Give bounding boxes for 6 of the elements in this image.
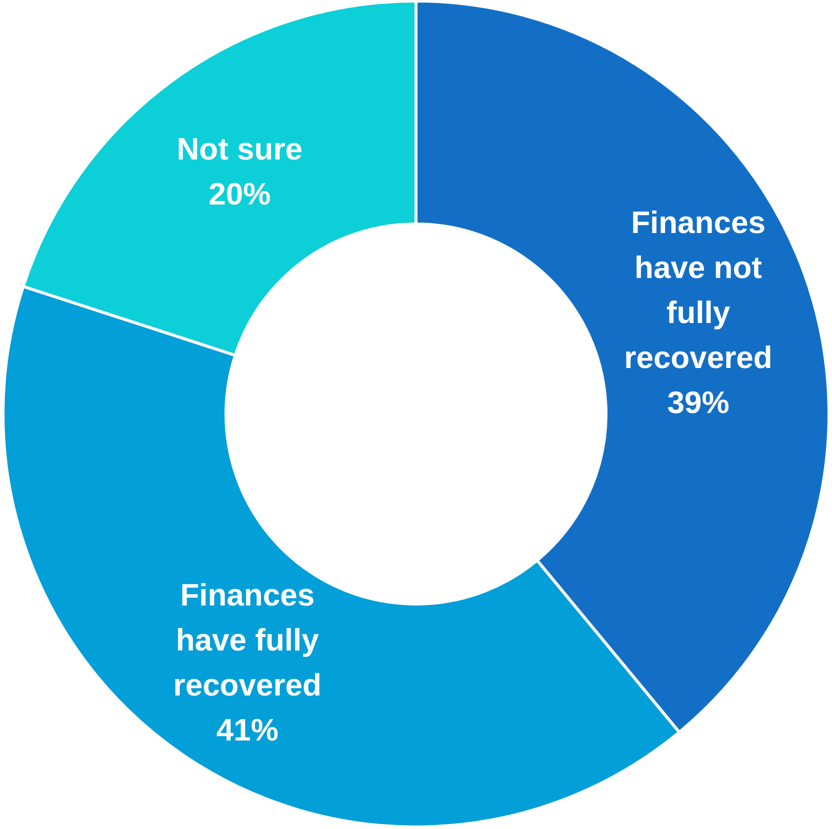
data-label: 39% [667, 385, 730, 420]
slice-label: Finances have not fully recovered [624, 205, 772, 376]
slice-label: Finances have fully recovered [173, 577, 322, 702]
data-label: 41% [216, 712, 278, 748]
slice-label: Not sure [176, 132, 303, 167]
data-label: 20% [208, 176, 271, 212]
